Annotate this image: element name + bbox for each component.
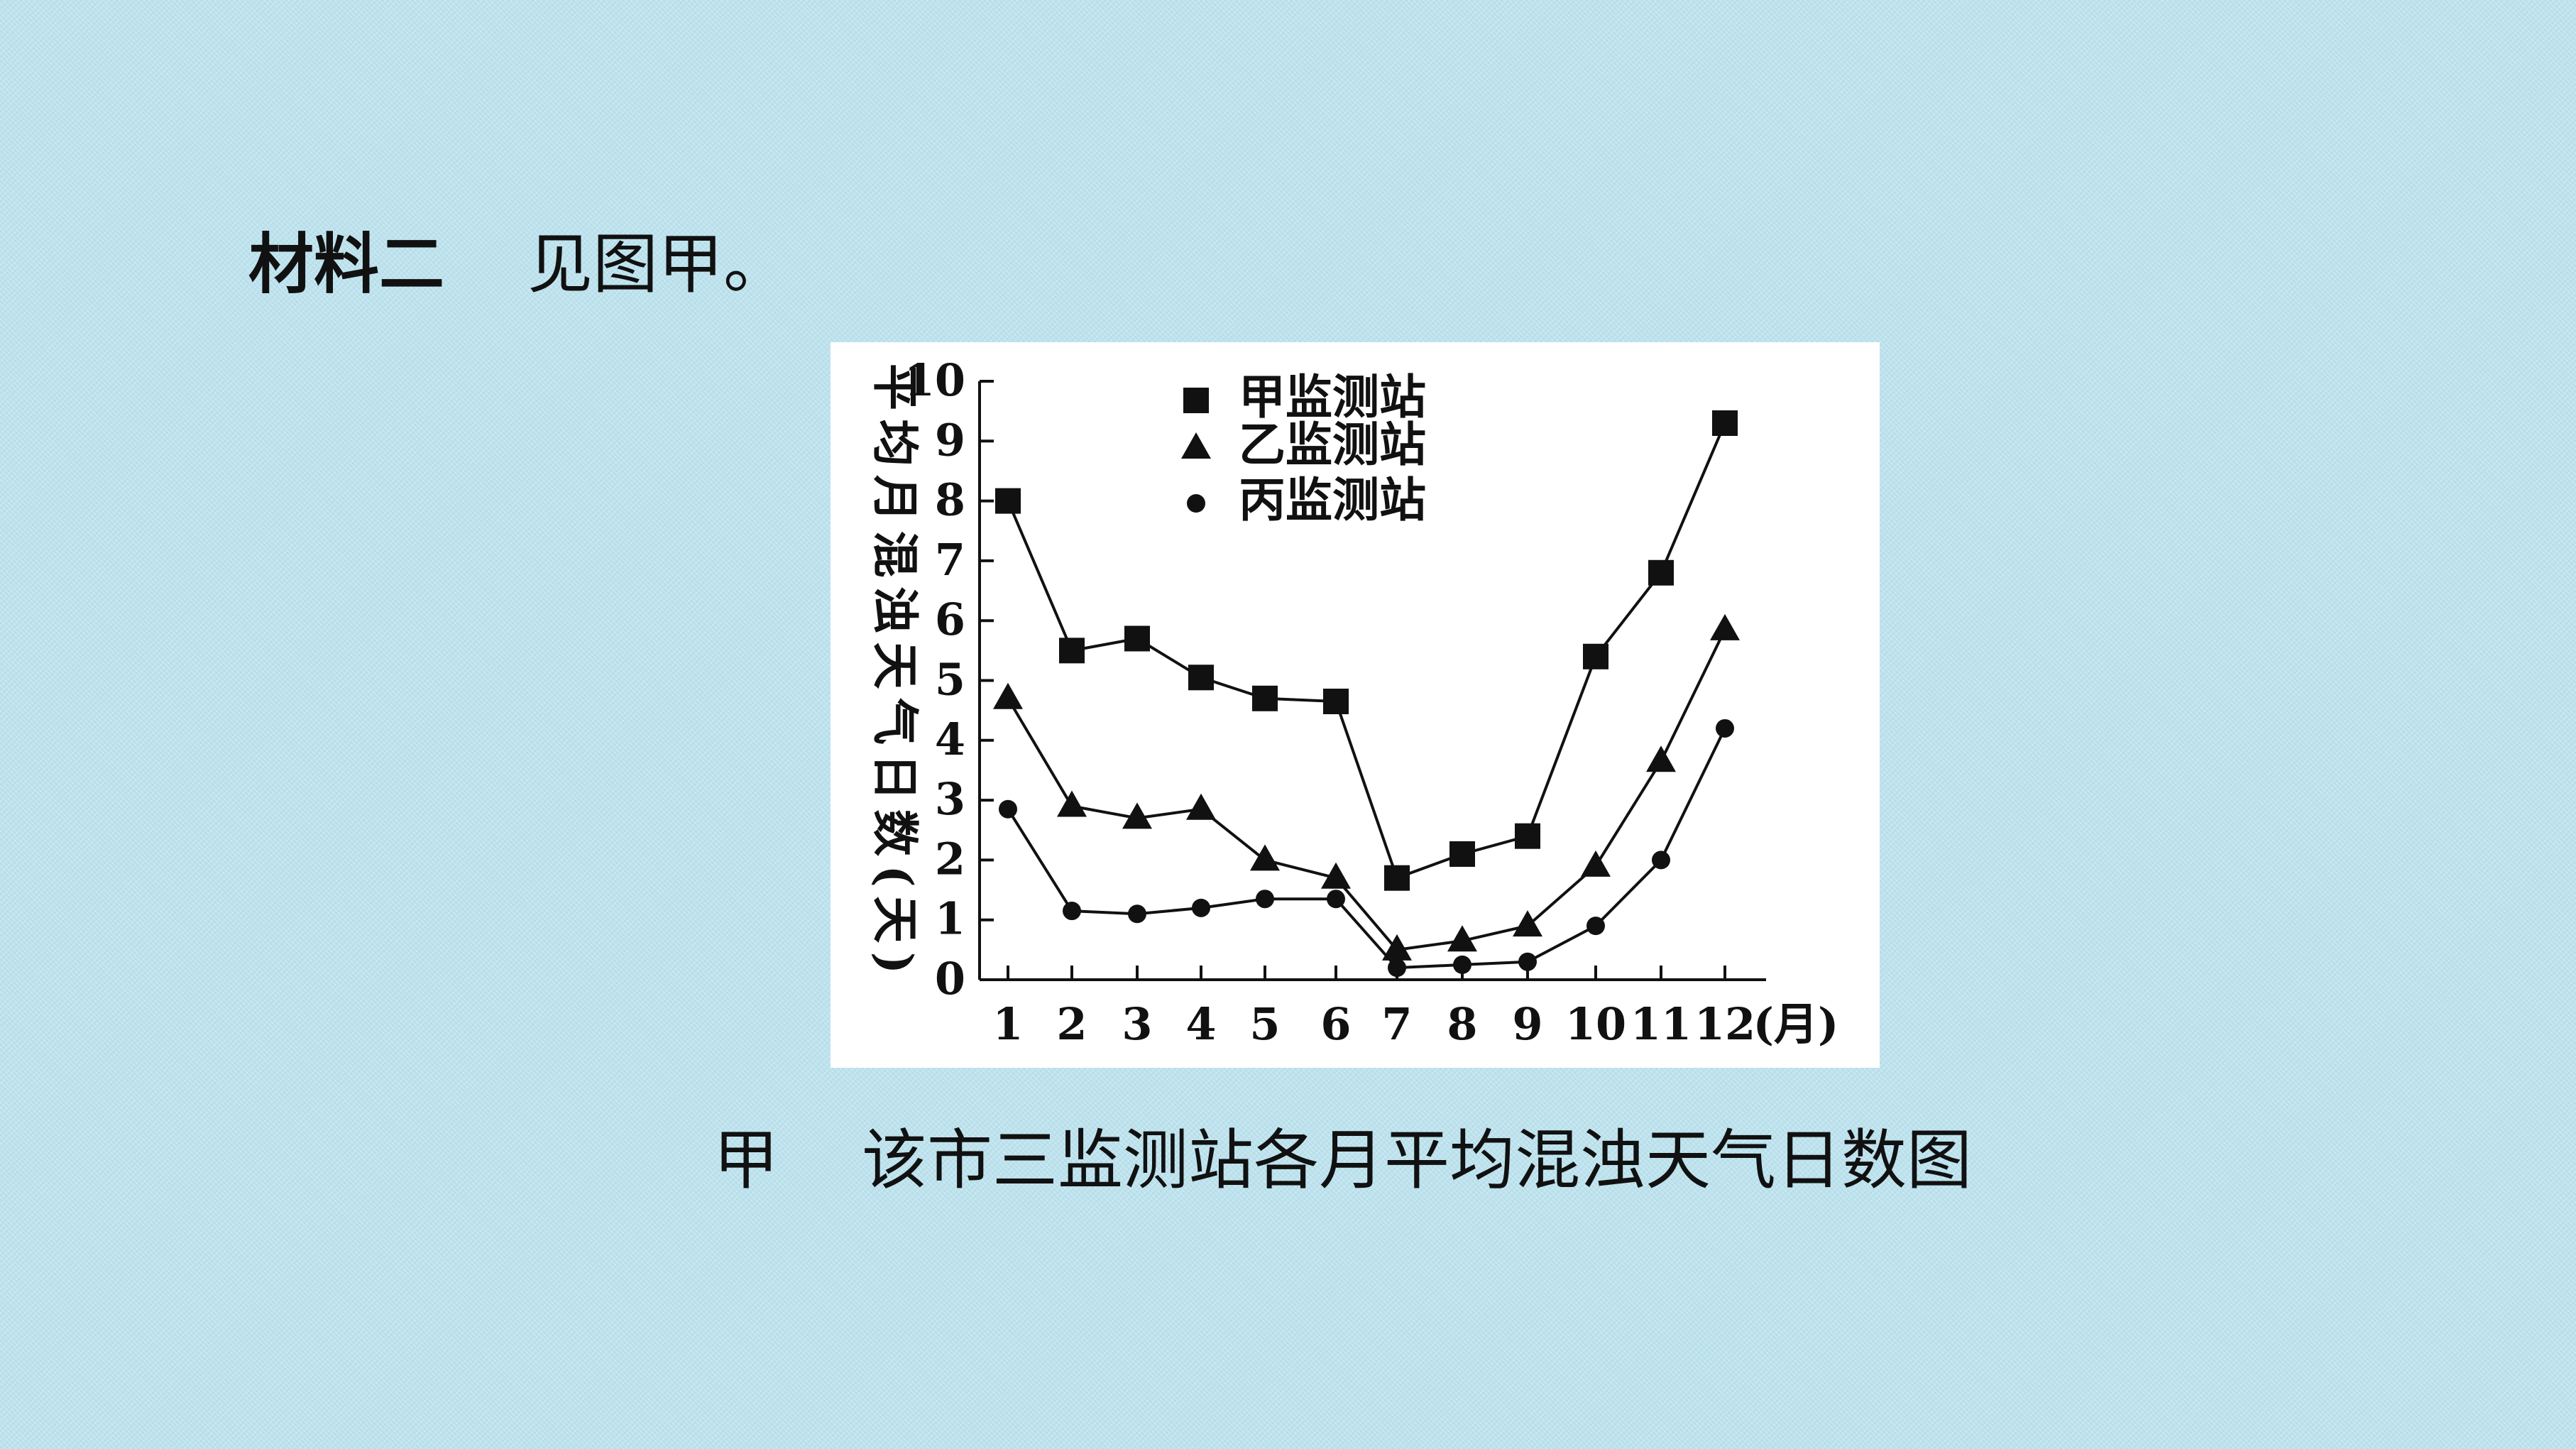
- y-tick-label: 9: [935, 414, 965, 466]
- y-tick-label: 0: [935, 953, 965, 1005]
- y-tick-label: 4: [935, 713, 965, 765]
- series-2-point: [1321, 862, 1351, 889]
- legend-marker-3: [1187, 494, 1205, 513]
- series-3-point: [1063, 902, 1081, 921]
- y-axis-label: 平均月混浊天气日数(天): [867, 363, 923, 974]
- series-2-point: [1513, 910, 1542, 937]
- series-line-2: [1007, 628, 1726, 951]
- series-3-point: [1388, 958, 1406, 978]
- series-3-point: [1518, 952, 1537, 971]
- x-tick-label: 12: [1694, 998, 1755, 1050]
- caption-text: 该市三监测站各月平均混浊天气日数图: [862, 1122, 1973, 1198]
- series-3-point: [1586, 917, 1605, 936]
- legend-label-3: 丙监测站: [1239, 472, 1426, 527]
- caption-label: 甲: [713, 1122, 779, 1198]
- y-tick-label: 8: [935, 474, 965, 526]
- series-3-point: [999, 799, 1017, 819]
- y-tick-label: 10: [904, 354, 965, 406]
- heading: 材料二 见图甲。: [248, 212, 789, 306]
- figure-caption: 甲 该市三监测站各月平均混浊天气日数图: [713, 1108, 1972, 1202]
- y-tick-label: 2: [935, 833, 965, 885]
- series-1-point: [1124, 625, 1150, 652]
- chart-series-markers: [993, 410, 1740, 978]
- series-1-point: [1583, 643, 1608, 669]
- series-1-point: [1059, 638, 1085, 664]
- x-tick-label: 10: [1565, 998, 1626, 1050]
- series-3-point: [1192, 898, 1210, 917]
- x-axis-label: (月): [1753, 998, 1839, 1050]
- x-tick-label: 6: [1320, 998, 1351, 1050]
- legend-label-2: 乙监测站: [1239, 417, 1426, 472]
- x-tick-label: 3: [1122, 998, 1152, 1050]
- series-1-point: [995, 488, 1021, 514]
- y-tick-label: 1: [935, 893, 965, 945]
- series-3-point: [1453, 955, 1471, 974]
- x-tick-label: 7: [1381, 998, 1412, 1050]
- series-1-point: [1384, 865, 1410, 891]
- series-1-point: [1449, 841, 1475, 867]
- x-tick-label: 4: [1185, 998, 1216, 1050]
- series-2-point: [1250, 844, 1280, 871]
- x-tick-label: 5: [1249, 998, 1280, 1050]
- chart-panel: 0 1 2 3 4 5 6 7 8 9 10 1 2 3 4 5 6 7 8 9 10 11 12 甲监测站 乙监测站 丙监测站…: [831, 342, 1880, 1068]
- legend-marker-2: [1181, 432, 1211, 459]
- series-1-point: [1712, 410, 1738, 437]
- y-tick-label: 7: [935, 534, 965, 586]
- series-2-point: [1382, 934, 1412, 961]
- y-tick-label: 5: [935, 654, 965, 706]
- series-3-point: [1652, 851, 1670, 870]
- legend-marker-1: [1183, 388, 1209, 413]
- x-tick-label: 11: [1630, 998, 1692, 1050]
- legend-label-1: 甲监测站: [1239, 369, 1426, 425]
- series-1-point: [1648, 559, 1674, 586]
- series-2-point: [1122, 802, 1152, 829]
- series-2-point: [993, 682, 1023, 709]
- heading-text: 见图甲。: [527, 226, 789, 302]
- heading-label: 材料二: [248, 226, 445, 302]
- series-1-point: [1323, 689, 1349, 715]
- series-3-point: [1327, 890, 1345, 909]
- y-tick-label: 3: [935, 773, 965, 825]
- series-3-point: [1716, 718, 1734, 738]
- x-tick-label: 2: [1056, 998, 1087, 1050]
- y-tick-label: 6: [935, 594, 965, 645]
- series-2-point: [1186, 793, 1216, 820]
- series-2-point: [1710, 613, 1740, 640]
- series-3-point: [1256, 890, 1274, 909]
- series-1-point: [1515, 823, 1540, 849]
- series-1-point: [1188, 665, 1214, 691]
- series-1-point: [1252, 685, 1278, 711]
- series-2-point: [1447, 925, 1477, 952]
- series-line-3: [1007, 728, 1726, 970]
- series-2-point: [1057, 790, 1087, 817]
- series-2-point: [1581, 850, 1611, 877]
- chart-axes: [978, 380, 1766, 981]
- series-2-point: [1646, 745, 1676, 772]
- x-tick-label: 9: [1512, 998, 1542, 1050]
- series-3-point: [1128, 904, 1146, 924]
- x-tick-label: 1: [992, 998, 1023, 1050]
- x-tick-label: 8: [1447, 998, 1477, 1050]
